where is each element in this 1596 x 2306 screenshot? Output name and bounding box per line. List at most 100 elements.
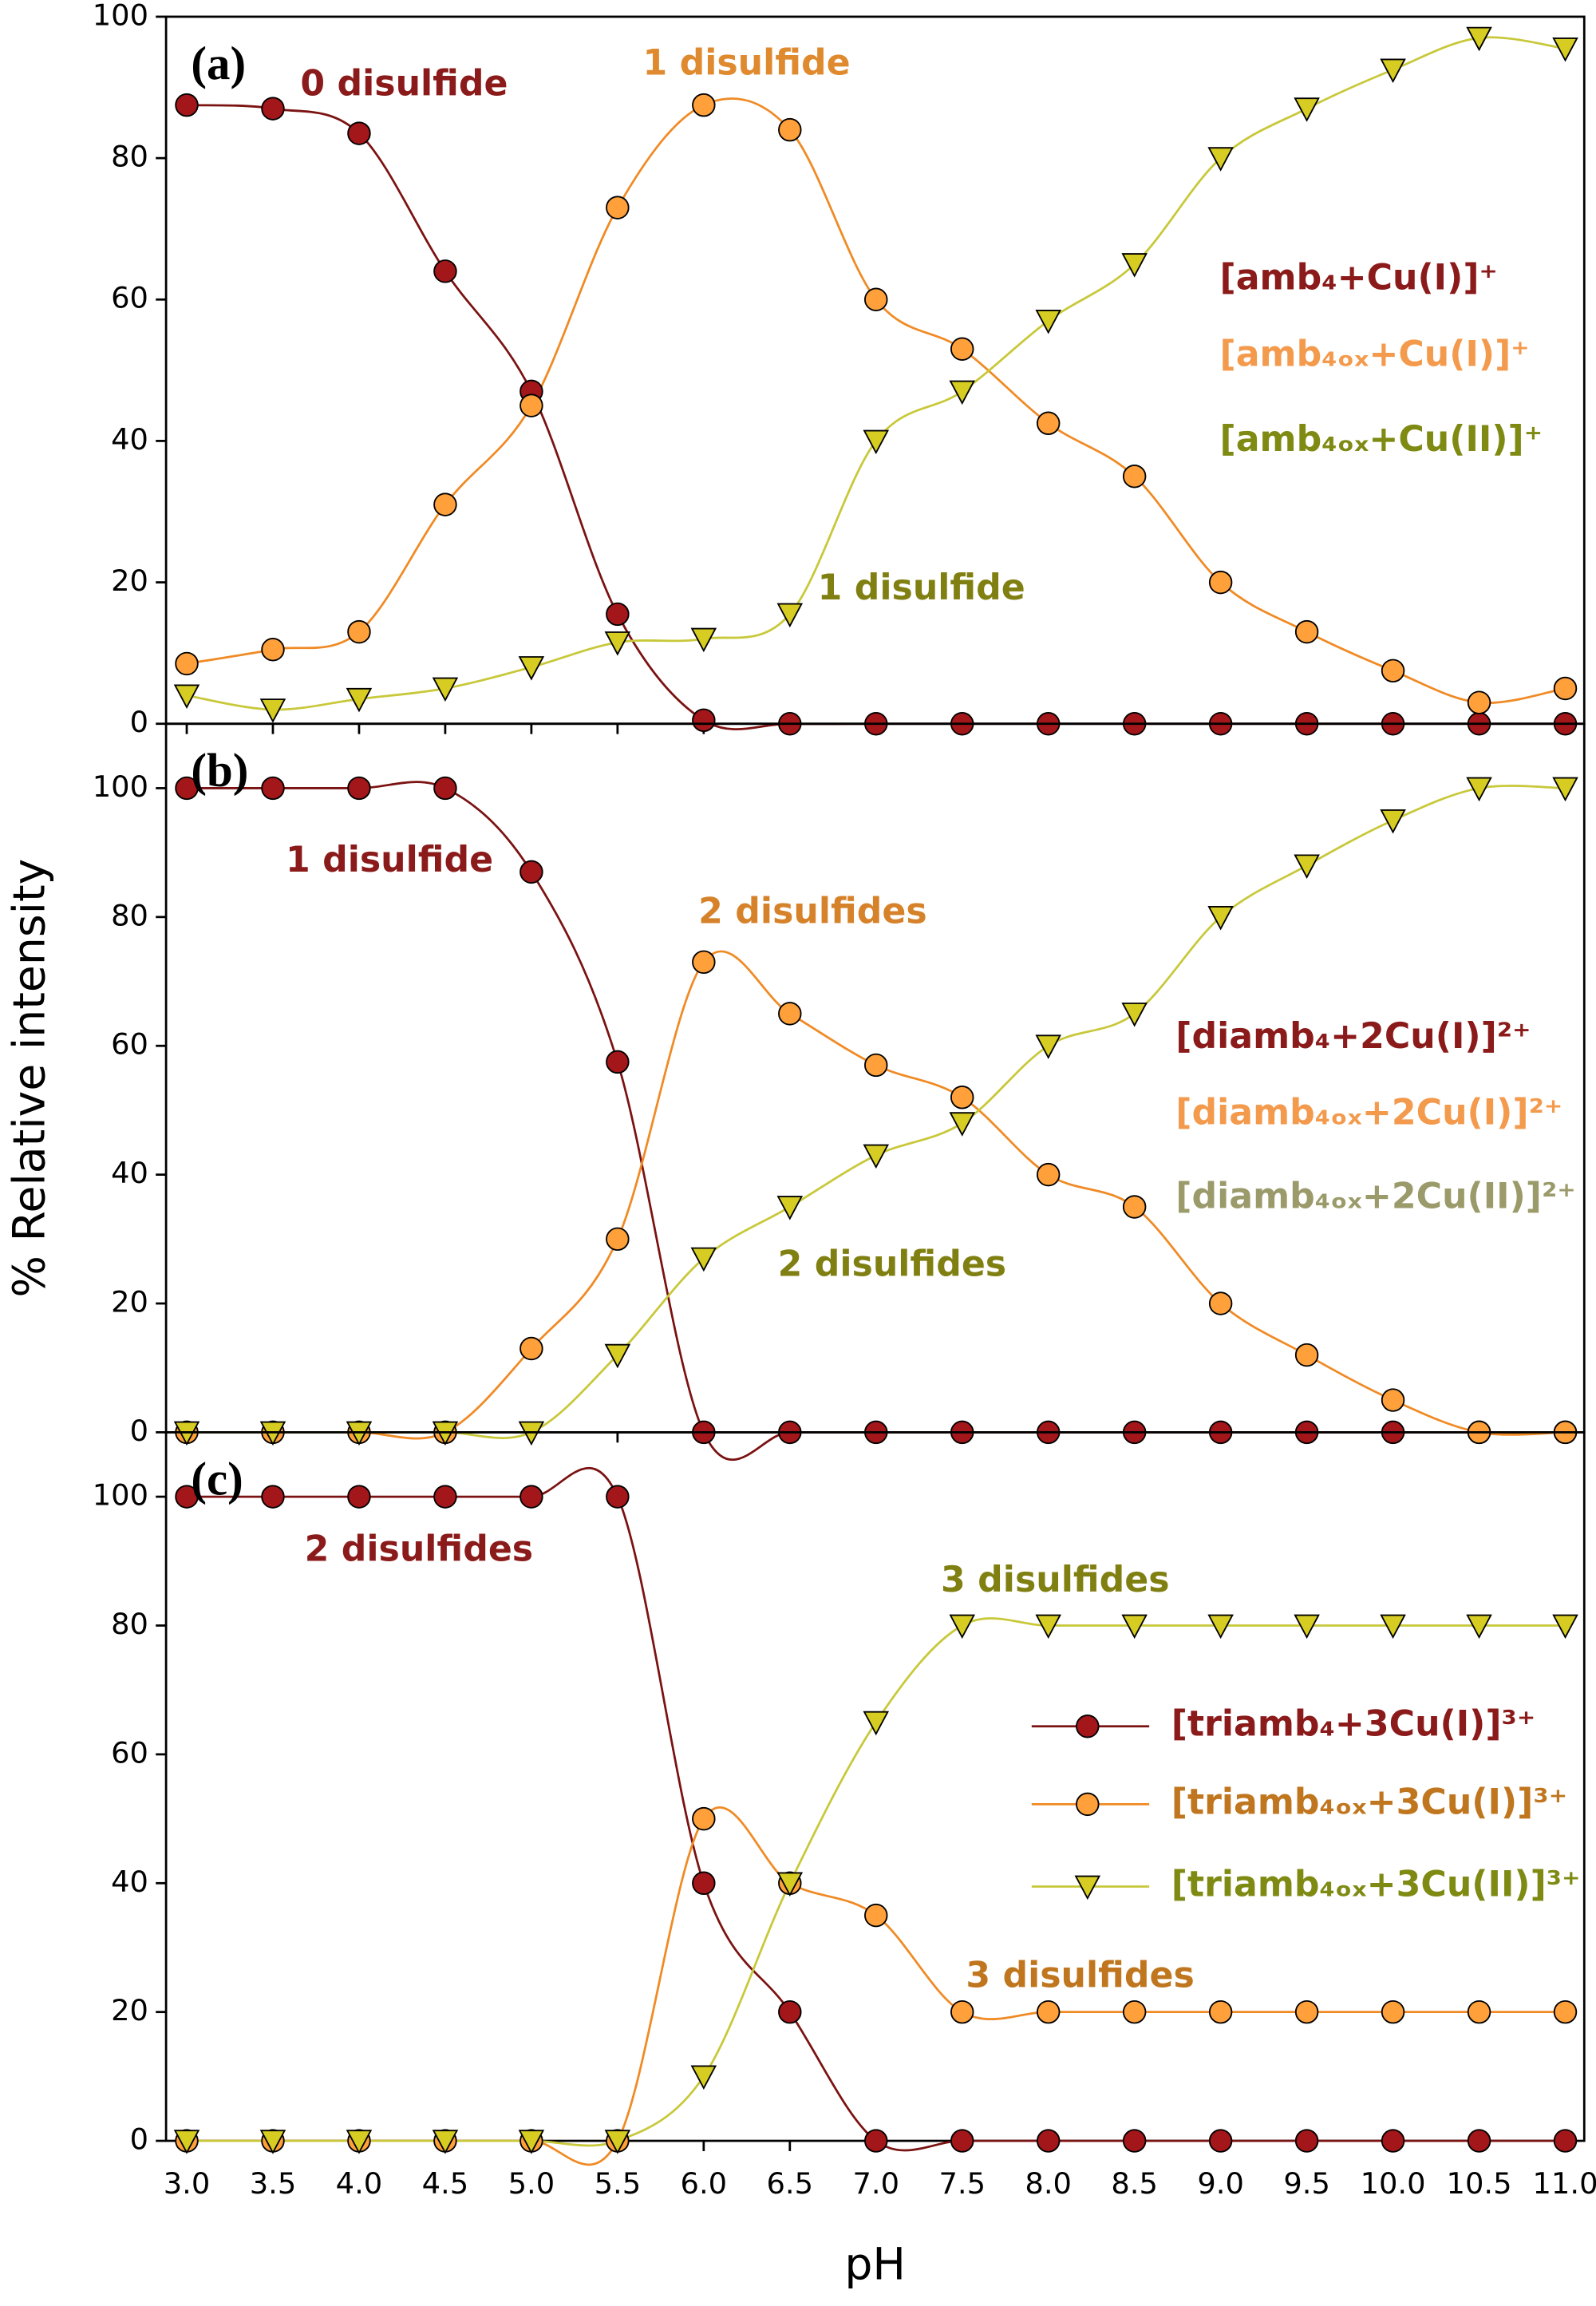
legend-entry: [amb₄ₒₓ+Cu(II)]⁺ — [1220, 419, 1543, 460]
data-point — [950, 337, 974, 361]
data-point — [518, 2130, 545, 2154]
data-point — [776, 1196, 804, 1220]
data-point — [1294, 1999, 1319, 2024]
data-point — [690, 627, 717, 653]
data-point — [1467, 690, 1491, 714]
x-tick-label: 11.0 — [1533, 2166, 1596, 2201]
legend-entry: [amb₄ₒₓ+Cu(I)]⁺ — [1220, 334, 1530, 374]
annotation: 1 disulfide — [818, 568, 1025, 608]
data-point — [690, 1247, 717, 1272]
data-point — [778, 117, 802, 142]
data-point — [1122, 464, 1147, 488]
data-point — [692, 1871, 716, 1896]
data-point — [950, 1086, 974, 1109]
data-point — [776, 603, 804, 628]
data-point — [433, 492, 457, 516]
data-point — [864, 1903, 888, 1928]
data-point — [519, 860, 543, 884]
y-tick-label: 60 — [111, 1027, 148, 1062]
data-point — [346, 687, 373, 713]
data-point — [604, 631, 631, 656]
annotation: 1 disulfide — [286, 840, 493, 880]
data-point — [347, 776, 371, 801]
data-point — [347, 1485, 371, 1509]
data-point — [690, 2065, 717, 2090]
data-point — [604, 2130, 631, 2154]
data-point — [261, 97, 285, 121]
panel-label: (c) — [191, 1452, 243, 1505]
y-tick-label: 40 — [111, 422, 148, 457]
data-point — [606, 1227, 630, 1252]
y-tick-label: 20 — [111, 564, 148, 598]
data-point — [175, 776, 199, 801]
x-tick-label: 8.0 — [1025, 2166, 1072, 2201]
data-point — [1294, 97, 1320, 122]
data-point — [432, 2130, 459, 2154]
data-point — [1036, 1162, 1061, 1187]
data-point — [1208, 570, 1233, 595]
data-point — [259, 698, 286, 723]
data-point — [1380, 58, 1406, 84]
data-point — [433, 776, 457, 801]
y-tick-label: 100 — [93, 1478, 148, 1513]
data-point — [1207, 906, 1234, 931]
y-tick-label: 60 — [111, 1735, 148, 1770]
data-point — [606, 196, 630, 220]
data-point — [1121, 1003, 1148, 1027]
x-tick-label: 6.5 — [767, 2166, 814, 2201]
data-point — [519, 394, 543, 417]
data-point — [692, 708, 716, 733]
data-point — [692, 950, 716, 975]
panel-label: (a) — [191, 37, 246, 89]
panel-label: (b) — [191, 744, 248, 797]
series-line — [186, 97, 1566, 705]
data-point — [778, 1999, 802, 2024]
data-point — [173, 2130, 200, 2154]
data-point — [864, 287, 888, 311]
y-tick-label: 20 — [111, 1993, 148, 2027]
data-point — [1381, 1999, 1405, 2024]
data-point — [606, 1050, 630, 1074]
data-point — [1207, 1614, 1234, 1640]
legend-entry: [diamb₄+2Cu(I)]²⁺ — [1175, 1016, 1531, 1057]
y-tick-label: 80 — [111, 1607, 148, 1641]
y-tick-label: 80 — [111, 140, 148, 174]
annotation: 0 disulfide — [300, 63, 508, 104]
data-point — [1208, 2129, 1233, 2153]
data-point — [1467, 1999, 1491, 2024]
data-point — [346, 2130, 373, 2154]
y-tick-label: 60 — [111, 281, 148, 315]
series-line — [186, 104, 1566, 730]
x-tick-label: 10.5 — [1447, 2166, 1512, 2201]
data-point — [1122, 2129, 1147, 2153]
data-point — [950, 1999, 974, 2024]
legend-entry: [diamb₄ₒₓ+2Cu(I)]²⁺ — [1175, 1093, 1562, 1133]
data-point — [1552, 777, 1578, 802]
data-point — [606, 602, 630, 627]
data-point — [949, 380, 976, 405]
data-point — [175, 93, 199, 117]
y-axis-title: % Relative intensity — [5, 859, 56, 1298]
data-point — [1381, 659, 1405, 683]
data-point — [1121, 1614, 1148, 1640]
y-tick-label: 40 — [111, 1865, 148, 1899]
data-point — [1036, 1999, 1061, 2024]
data-point — [347, 121, 371, 145]
x-tick-label: 7.0 — [852, 2166, 899, 2201]
legend-entry: [triamb₄ₒₓ+3Cu(II)]³⁺ — [1171, 1864, 1581, 1905]
data-point — [1381, 2129, 1405, 2153]
y-tick-label: 0 — [130, 2122, 148, 2157]
data-point — [1208, 1291, 1233, 1315]
data-point — [1553, 676, 1578, 701]
data-point — [1035, 310, 1061, 334]
data-point — [1035, 1614, 1061, 1640]
data-point — [519, 1336, 543, 1361]
x-tick-label: 4.0 — [336, 2166, 383, 2201]
data-point — [1552, 37, 1578, 62]
data-point — [1035, 1034, 1061, 1059]
x-tick-label: 7.5 — [938, 2166, 986, 2201]
data-point — [692, 1806, 716, 1831]
data-point — [950, 2129, 974, 2153]
x-tick-label: 9.0 — [1197, 2166, 1244, 2201]
y-tick-label: 100 — [93, 0, 148, 32]
